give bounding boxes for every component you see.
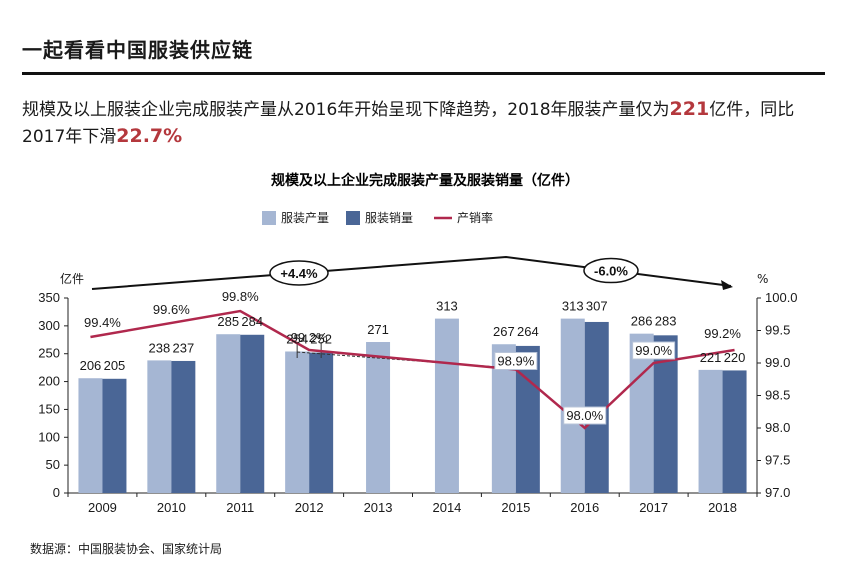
- bar-sales: [722, 370, 747, 493]
- x-tick-label: 2012: [295, 500, 324, 515]
- bar-production-label: 238: [148, 340, 170, 355]
- data-source: 数据源：中国服装协会、国家统计局: [30, 542, 223, 556]
- bar-production-label: 267: [493, 324, 515, 339]
- bar-production-label: 285: [217, 314, 239, 329]
- x-tick-label: 2016: [570, 500, 599, 515]
- y-left-tick-label: 150: [38, 401, 60, 416]
- growth-pill-up: [269, 260, 329, 286]
- y-left-tick-label: 200: [38, 374, 60, 389]
- legend-sales-swatch: [346, 211, 360, 225]
- x-tick-label: 2018: [708, 500, 737, 515]
- page-title: 一起看看中国服装供应链: [22, 38, 253, 62]
- y-right-tick-label: 97.0: [765, 485, 790, 500]
- chart-bars: [78, 318, 747, 493]
- rate-label: 99.2%: [291, 330, 328, 345]
- y-right-tick-label: 99.5: [765, 323, 790, 338]
- bar-sales: [515, 345, 540, 493]
- y-right-tick-label: 98.5: [765, 388, 790, 403]
- y-left-tick-label: 350: [38, 290, 60, 305]
- y-right-tick-label: 99.0: [765, 355, 790, 370]
- rate-label: 99.2%: [704, 326, 741, 341]
- bar-sales-label: 220: [724, 350, 746, 365]
- bar-production: [698, 369, 723, 493]
- bar-production: [147, 360, 172, 493]
- chart-legend: 服装产量 服装销量 产销率: [262, 210, 493, 225]
- y-right-unit: %: [757, 272, 768, 286]
- bar-production: [560, 318, 585, 493]
- bar-production-label: 286: [631, 314, 653, 329]
- bar-production-label: 206: [80, 358, 102, 373]
- bar-sales: [102, 378, 127, 493]
- bar-production-label: 313: [436, 299, 458, 314]
- growth-arrow-line: [91, 255, 732, 290]
- bar-production: [629, 333, 654, 493]
- bar-production-label: 271: [367, 322, 389, 337]
- x-tick-label: 2017: [639, 500, 668, 515]
- bar-production-label: 313: [562, 299, 584, 314]
- legend-production-label: 服装产量: [281, 211, 329, 225]
- rate-label-box: [563, 406, 607, 425]
- rate-label: 99.4%: [84, 315, 121, 330]
- rate-label-box: [494, 352, 538, 370]
- bar-production: [78, 378, 103, 493]
- y-right-tick-label: 97.5: [765, 453, 790, 468]
- rate-label: 99.6%: [153, 302, 190, 317]
- summary-part1: 规模及以上服装企业完成服装产量从2016年开始呈现下降趋势，2018年服装产量仅…: [22, 100, 670, 120]
- legend-rate-label: 产销率: [457, 210, 493, 225]
- legend-production-swatch: [262, 211, 276, 225]
- x-tick-label: 2009: [88, 500, 117, 515]
- bar-production: [216, 334, 241, 493]
- y-right-tick-label: 100.0: [765, 290, 798, 305]
- y-left-tick-label: 300: [38, 318, 60, 333]
- title-divider: [22, 72, 825, 75]
- x-tick-label: 2011: [226, 500, 254, 515]
- y-left-unit: 亿件: [60, 271, 84, 286]
- bar-sales-label: 252: [310, 331, 332, 346]
- summary-text: 规模及以上服装企业完成服装产量从2016年开始呈现下降趋势，2018年服装产量仅…: [22, 96, 822, 150]
- bar-sales-label: 205: [104, 358, 126, 373]
- growth-label-up: +4.4%: [280, 266, 318, 281]
- legend-sales-label: 服装销量: [365, 211, 413, 225]
- y-right-tick-label: 98.0: [765, 420, 790, 435]
- summary-highlight-decline: 22.7%: [116, 125, 183, 147]
- x-tick-label: 2015: [501, 500, 530, 515]
- bar-sales-label: 264: [517, 324, 539, 339]
- bar-sales-label: 237: [172, 340, 194, 355]
- growth-label-down: -6.0%: [594, 264, 628, 279]
- x-tick-label: 2013: [364, 500, 393, 515]
- growth-annotations: +4.4% -6.0%: [91, 255, 733, 290]
- bar-production-label: 254: [286, 331, 308, 346]
- bar-sales-label: 283: [655, 314, 677, 329]
- bar-sales: [309, 352, 334, 493]
- bar-sales: [240, 334, 265, 493]
- rate-label-box: [632, 341, 676, 360]
- x-tick-label: 2014: [432, 500, 461, 515]
- summary-part2: 亿件，同比2017年下滑: [22, 100, 795, 147]
- growth-pill-down: [583, 257, 639, 284]
- bar-production-label: 221: [700, 350, 722, 365]
- y-left-tick-label: 50: [46, 457, 60, 472]
- bar-production: [285, 351, 310, 493]
- bar-sales-label: 307: [586, 299, 608, 314]
- growth-arrowhead: [721, 280, 733, 290]
- bar-production: [491, 344, 516, 493]
- rate-label: 99.0%: [635, 343, 672, 358]
- bar-sales: [171, 360, 196, 493]
- rate-label: 98.0%: [566, 408, 603, 423]
- y-left-tick-label: 0: [53, 485, 60, 500]
- chart-title: 规模及以上企业完成服装产量及服装销量（亿件）: [271, 172, 579, 189]
- bar-production: [434, 318, 459, 493]
- rate-label: 98.9%: [497, 354, 534, 369]
- y-left-tick-label: 250: [38, 346, 60, 361]
- x-tick-label: 2010: [157, 500, 186, 515]
- y-left-tick-label: 100: [38, 429, 60, 444]
- summary-highlight-production: 221: [669, 98, 710, 120]
- rate-label: 99.8%: [222, 289, 259, 304]
- bar-sales-label: 284: [241, 314, 263, 329]
- bar-production: [366, 342, 391, 493]
